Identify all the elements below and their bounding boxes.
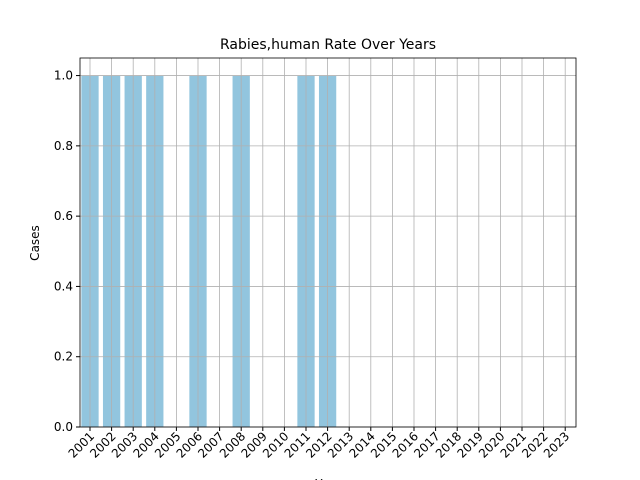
x-axis-label: Year [314,477,340,480]
y-tick-label: 0.2 [54,350,73,364]
y-tick-label: 0.6 [54,209,73,223]
y-tick-label: 0.0 [54,420,73,434]
plot-frame [79,57,577,428]
y-tick-label: 0.4 [54,279,73,293]
chart-title: Rabies,human Rate Over Years [220,37,436,53]
y-axis-label: Cases [28,225,42,261]
x-tick-label: 2023 [541,429,572,460]
y-tick-label: 0.8 [54,139,73,153]
y-tick-label: 1.0 [54,69,73,83]
